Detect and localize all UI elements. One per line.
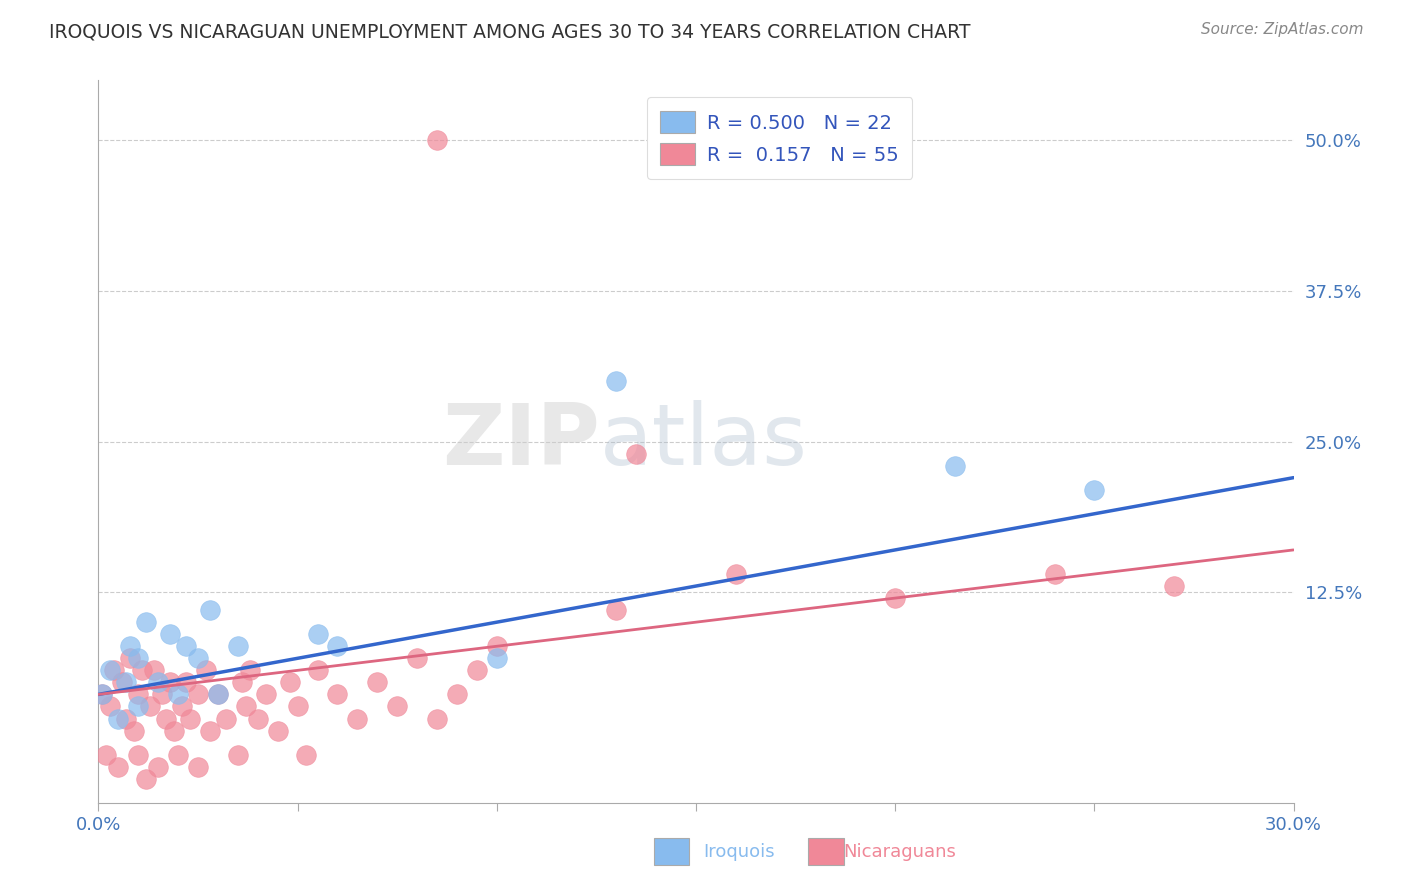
Point — [485, 639, 508, 653]
Point — [235, 699, 257, 714]
Point — [605, 375, 627, 389]
Point — [1043, 567, 1066, 582]
Point — [103, 664, 125, 678]
Point — [127, 687, 149, 701]
Point — [207, 687, 229, 701]
Point — [127, 699, 149, 714]
Point — [159, 675, 181, 690]
Point — [135, 615, 157, 630]
Point — [198, 603, 221, 617]
Point — [159, 627, 181, 641]
Point — [155, 712, 177, 726]
Point — [167, 747, 190, 762]
Point — [1163, 579, 1185, 593]
Point — [246, 712, 269, 726]
Point — [115, 675, 138, 690]
Point — [148, 760, 170, 774]
Point — [307, 627, 329, 641]
Point — [626, 447, 648, 461]
Point — [195, 664, 218, 678]
Point — [172, 699, 194, 714]
Point — [267, 723, 290, 738]
Point — [254, 687, 277, 701]
Point — [385, 699, 409, 714]
Point — [174, 639, 197, 653]
Point — [96, 747, 118, 762]
Point — [111, 675, 134, 690]
Point — [167, 687, 190, 701]
Point — [115, 712, 138, 726]
Point — [135, 772, 157, 786]
Point — [884, 591, 907, 606]
Point — [187, 760, 209, 774]
Point — [120, 651, 142, 665]
Text: Source: ZipAtlas.com: Source: ZipAtlas.com — [1201, 22, 1364, 37]
Point — [187, 651, 209, 665]
Point — [287, 699, 309, 714]
Point — [226, 747, 249, 762]
Point — [366, 675, 388, 690]
Point — [127, 651, 149, 665]
Text: Iroquois: Iroquois — [703, 843, 775, 861]
Point — [143, 664, 166, 678]
Text: atlas: atlas — [600, 400, 808, 483]
Point — [278, 675, 301, 690]
Point — [605, 603, 627, 617]
Point — [1083, 483, 1105, 497]
Point — [226, 639, 249, 653]
Point — [426, 712, 449, 726]
Point — [124, 723, 146, 738]
Point — [724, 567, 747, 582]
Text: Nicaraguans: Nicaraguans — [844, 843, 956, 861]
Point — [98, 699, 122, 714]
Text: IROQUOIS VS NICARAGUAN UNEMPLOYMENT AMONG AGES 30 TO 34 YEARS CORRELATION CHART: IROQUOIS VS NICARAGUAN UNEMPLOYMENT AMON… — [49, 22, 970, 41]
Point — [187, 687, 209, 701]
Point — [91, 687, 114, 701]
Point — [107, 760, 129, 774]
Point — [446, 687, 468, 701]
Legend: R = 0.500   N = 22, R =  0.157   N = 55: R = 0.500 N = 22, R = 0.157 N = 55 — [647, 97, 912, 179]
Point — [294, 747, 316, 762]
Point — [406, 651, 429, 665]
Point — [326, 687, 349, 701]
Point — [207, 687, 229, 701]
Point — [148, 675, 170, 690]
Point — [179, 712, 201, 726]
Point — [485, 651, 508, 665]
Point — [198, 723, 221, 738]
Point — [107, 712, 129, 726]
Point — [215, 712, 238, 726]
Point — [131, 664, 153, 678]
Point — [127, 747, 149, 762]
Point — [426, 133, 449, 147]
Point — [943, 458, 966, 473]
Text: ZIP: ZIP — [443, 400, 600, 483]
Point — [346, 712, 368, 726]
Point — [150, 687, 173, 701]
Point — [98, 664, 122, 678]
Point — [174, 675, 197, 690]
Point — [326, 639, 349, 653]
Point — [139, 699, 162, 714]
Point — [239, 664, 262, 678]
Point — [120, 639, 142, 653]
Point — [231, 675, 253, 690]
Point — [163, 723, 186, 738]
Point — [91, 687, 114, 701]
Point — [465, 664, 488, 678]
Point — [307, 664, 329, 678]
